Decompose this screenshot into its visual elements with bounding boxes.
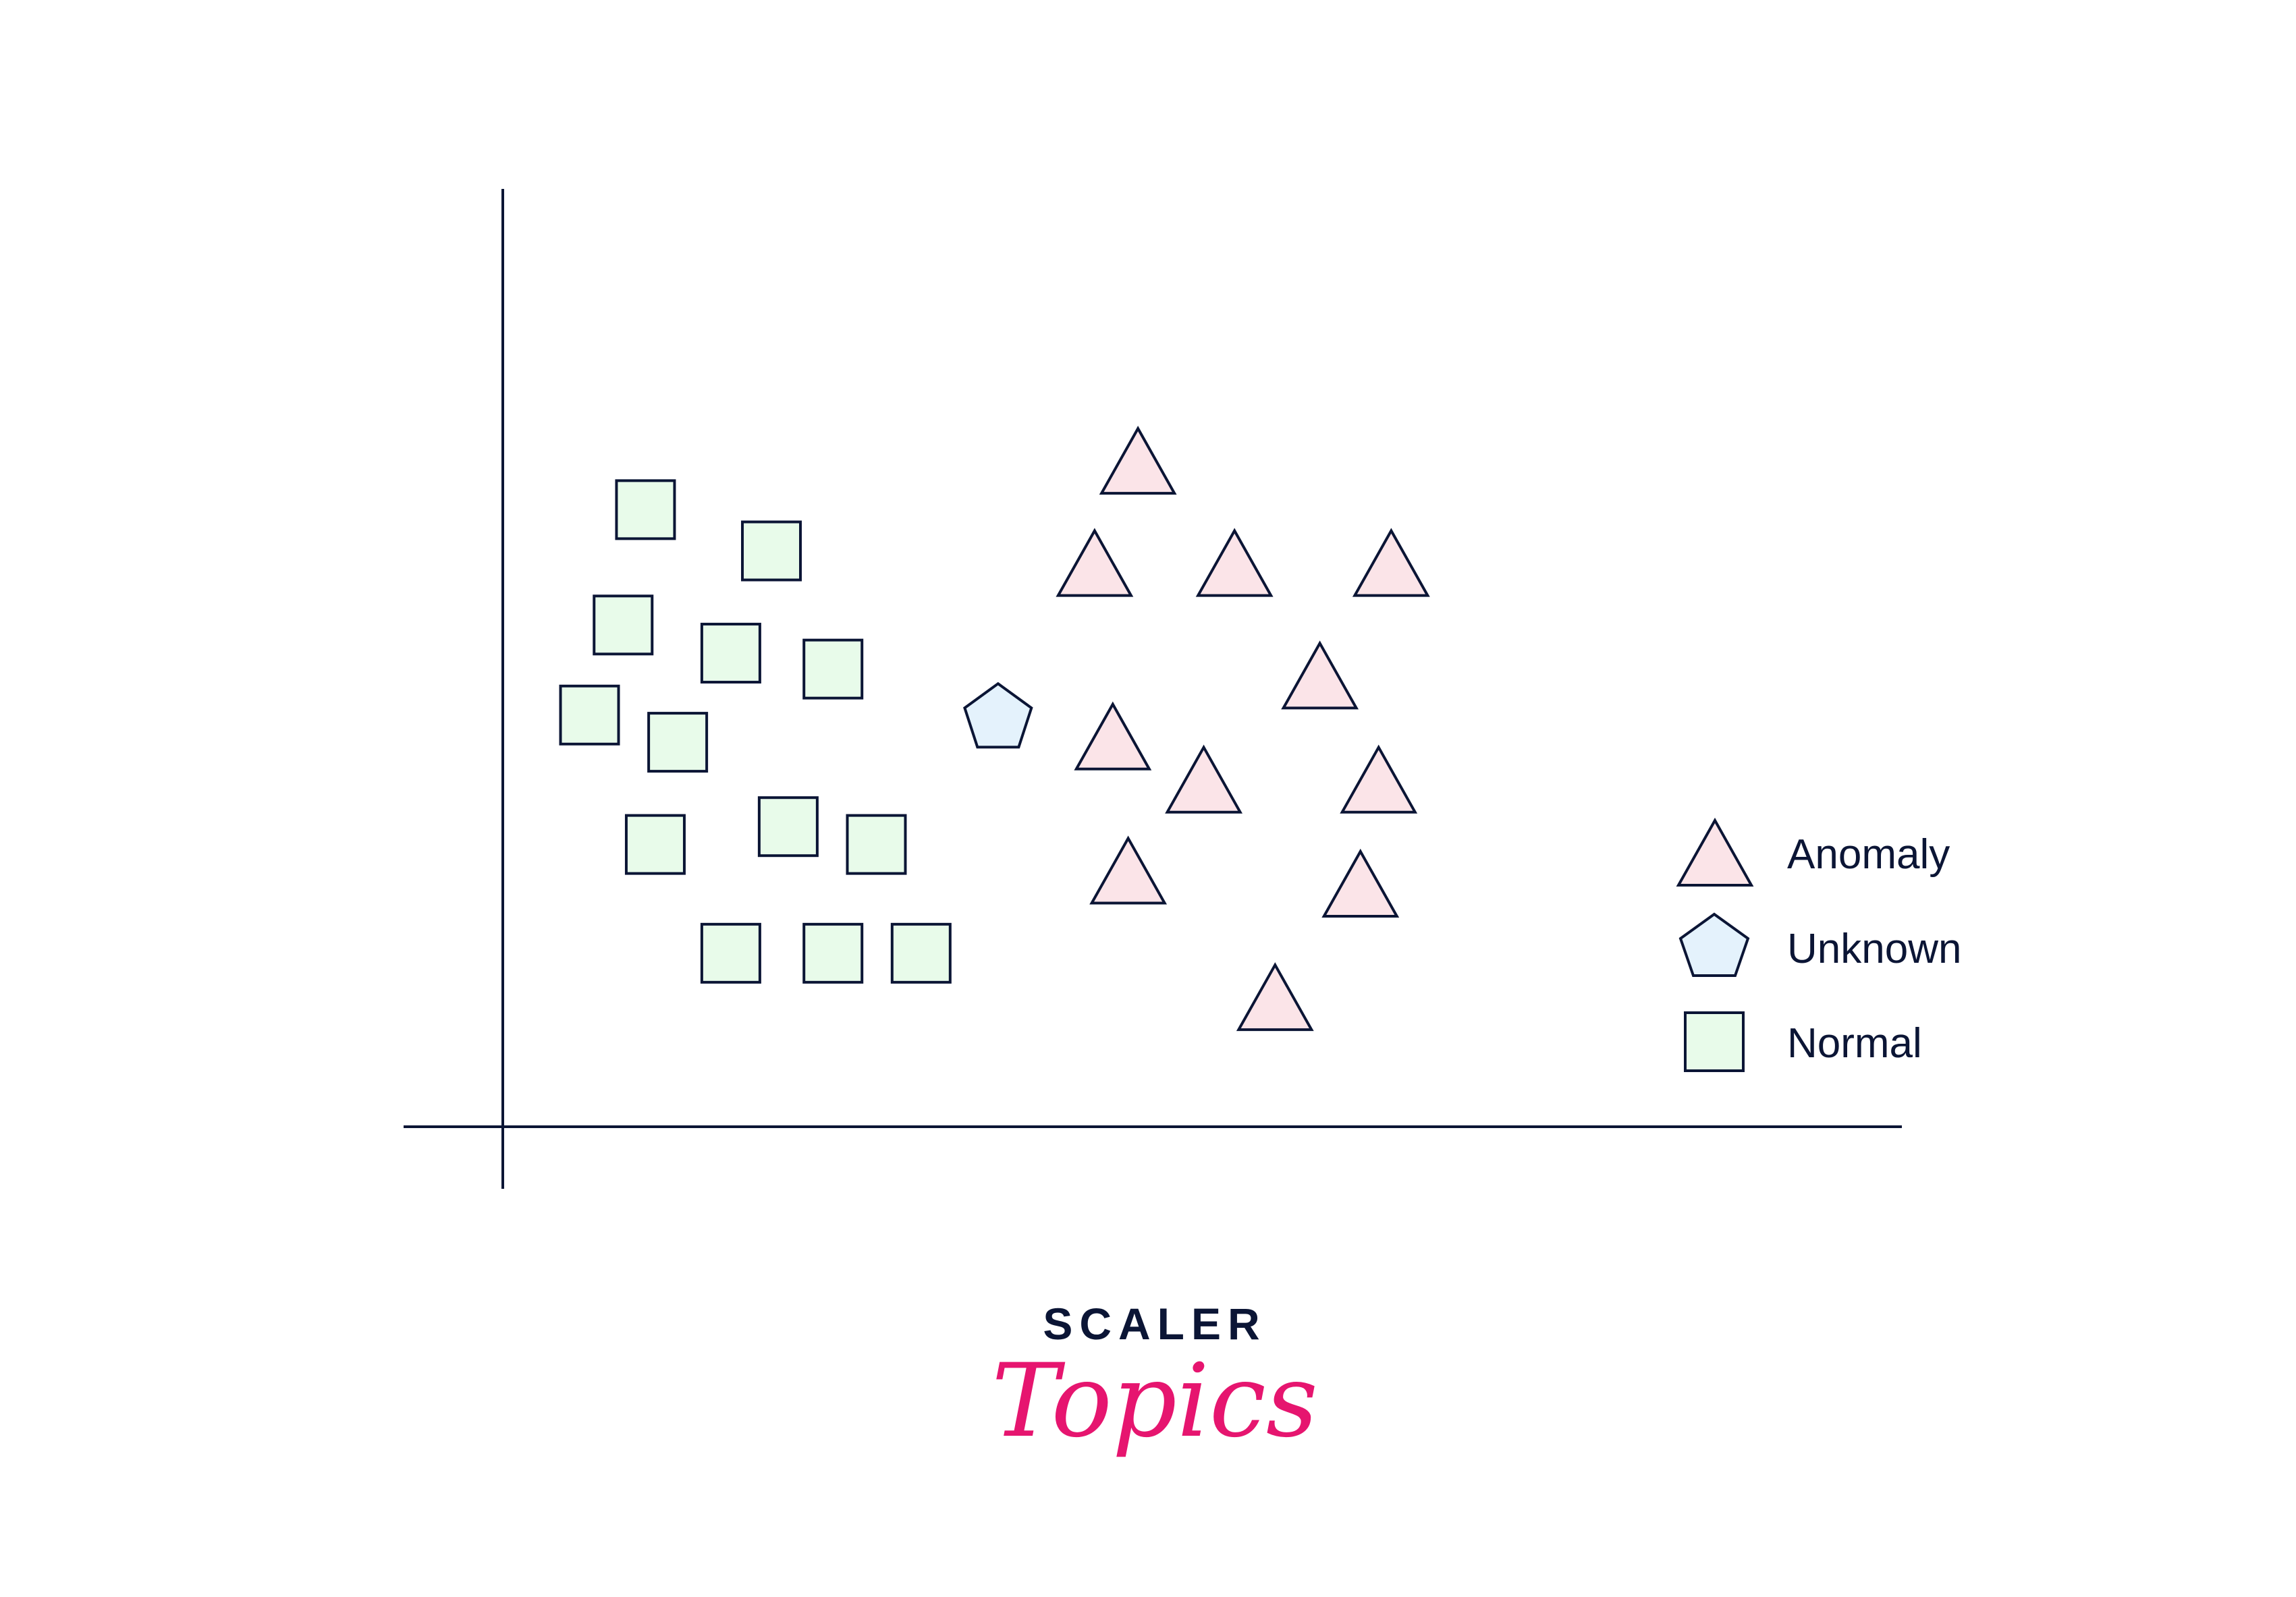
anomaly-triangle-point-1 xyxy=(1099,426,1177,495)
anomaly-triangle-point-3 xyxy=(1195,528,1274,597)
scaler-topics-logo: SCALER Topics xyxy=(991,1299,1318,1460)
anomaly-triangle-point-2 xyxy=(1056,528,1134,597)
logo-scaler-text: SCALER xyxy=(1043,1299,1266,1349)
normal-square-point-3 xyxy=(593,594,654,656)
anomaly-triangle-point-11 xyxy=(1236,962,1314,1032)
normal-square-point-1 xyxy=(615,479,676,540)
anomaly-triangle-point-5 xyxy=(1281,640,1359,710)
normal-square-point-9 xyxy=(624,814,686,875)
normal-square-point-12 xyxy=(802,922,864,984)
legend-unknown-label: Unknown xyxy=(1787,926,1961,972)
legend-normal-label: Normal xyxy=(1787,1020,1922,1067)
anomaly-triangle-point-7 xyxy=(1165,744,1242,814)
normal-square-point-7 xyxy=(647,712,709,773)
legend-anomaly-label: Anomaly xyxy=(1787,831,1950,878)
normal-square-point-8 xyxy=(757,796,819,858)
normal-square-point-11 xyxy=(700,922,761,984)
anomaly-triangle-point-10 xyxy=(1321,848,1400,918)
legend-anomaly-triangle-icon xyxy=(1676,817,1754,887)
unknown-pentagon-point-1 xyxy=(963,681,1033,749)
normal-square-point-4 xyxy=(700,623,761,684)
anomaly-triangle-point-9 xyxy=(1089,835,1168,905)
normal-square-point-13 xyxy=(890,922,952,984)
anomaly-triangle-point-6 xyxy=(1074,701,1152,771)
normal-square-point-6 xyxy=(559,684,620,746)
legend-normal-square-icon xyxy=(1684,1011,1745,1072)
legend: Anomaly Unknown Normal xyxy=(1676,817,1961,1072)
data-points xyxy=(559,426,1430,1032)
normal-square-point-5 xyxy=(802,638,864,700)
logo-topics-script: Topics xyxy=(991,1343,1318,1460)
normal-square-point-2 xyxy=(741,520,802,582)
normal-square-point-10 xyxy=(846,814,907,875)
legend-unknown-pentagon-icon xyxy=(1678,912,1750,977)
anomaly-triangle-point-8 xyxy=(1340,744,1418,814)
anomaly-triangle-point-4 xyxy=(1352,528,1430,597)
